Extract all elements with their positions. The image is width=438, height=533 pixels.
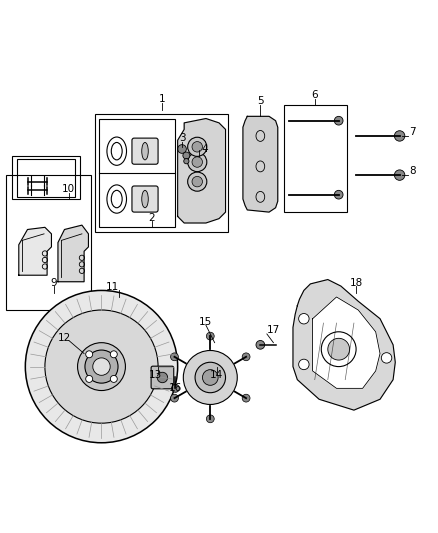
- Bar: [99, 118, 176, 228]
- Circle shape: [242, 394, 250, 402]
- Text: 10: 10: [62, 184, 75, 195]
- Text: 17: 17: [267, 325, 280, 335]
- Circle shape: [381, 353, 392, 363]
- Bar: [284, 106, 347, 212]
- Text: 13: 13: [149, 370, 162, 381]
- Text: 11: 11: [106, 282, 119, 292]
- Circle shape: [86, 351, 93, 358]
- Circle shape: [170, 394, 178, 402]
- Circle shape: [299, 359, 309, 370]
- Circle shape: [187, 172, 207, 191]
- Circle shape: [187, 137, 207, 156]
- Text: 15: 15: [198, 317, 212, 327]
- Circle shape: [184, 158, 189, 164]
- Polygon shape: [178, 118, 226, 223]
- Circle shape: [321, 332, 356, 367]
- Text: 3: 3: [179, 133, 185, 143]
- Polygon shape: [58, 225, 88, 282]
- Circle shape: [299, 313, 309, 324]
- Circle shape: [45, 310, 158, 423]
- Circle shape: [183, 152, 190, 159]
- Circle shape: [202, 370, 218, 385]
- Ellipse shape: [142, 190, 148, 208]
- Circle shape: [256, 341, 265, 349]
- Text: 7: 7: [410, 126, 416, 136]
- Polygon shape: [313, 297, 380, 389]
- Text: 18: 18: [350, 278, 363, 288]
- Circle shape: [78, 343, 125, 391]
- Circle shape: [242, 353, 250, 361]
- FancyBboxPatch shape: [132, 138, 158, 164]
- Circle shape: [394, 131, 405, 141]
- Circle shape: [192, 142, 202, 152]
- Circle shape: [93, 358, 110, 375]
- Text: 6: 6: [311, 91, 318, 100]
- Text: 8: 8: [410, 166, 416, 176]
- Circle shape: [394, 170, 405, 180]
- Circle shape: [110, 375, 117, 382]
- Circle shape: [178, 144, 186, 154]
- FancyBboxPatch shape: [132, 186, 158, 212]
- Bar: [95, 114, 228, 232]
- Circle shape: [172, 384, 180, 392]
- Bar: [17, 158, 75, 197]
- Circle shape: [86, 375, 93, 382]
- Text: 14: 14: [210, 370, 223, 381]
- Ellipse shape: [142, 142, 148, 160]
- Polygon shape: [243, 116, 278, 212]
- FancyBboxPatch shape: [151, 366, 174, 389]
- Circle shape: [192, 176, 202, 187]
- Bar: [6, 175, 91, 310]
- Circle shape: [192, 157, 202, 167]
- Circle shape: [328, 338, 350, 360]
- Text: 4: 4: [202, 144, 208, 154]
- Circle shape: [184, 351, 237, 405]
- Circle shape: [334, 190, 343, 199]
- Text: 16: 16: [169, 383, 182, 393]
- Text: 5: 5: [257, 96, 264, 106]
- Circle shape: [195, 362, 226, 393]
- Circle shape: [157, 372, 168, 383]
- Circle shape: [85, 350, 118, 383]
- Circle shape: [25, 290, 178, 443]
- Circle shape: [110, 351, 117, 358]
- Polygon shape: [19, 228, 51, 275]
- Circle shape: [334, 116, 343, 125]
- Polygon shape: [293, 279, 395, 410]
- Circle shape: [187, 152, 207, 172]
- Circle shape: [206, 332, 214, 340]
- Circle shape: [206, 415, 214, 423]
- Text: 2: 2: [148, 213, 155, 223]
- Text: 9: 9: [50, 278, 57, 288]
- Text: 1: 1: [159, 94, 166, 104]
- Circle shape: [170, 353, 178, 361]
- Text: 12: 12: [58, 333, 71, 343]
- Bar: [12, 156, 80, 199]
